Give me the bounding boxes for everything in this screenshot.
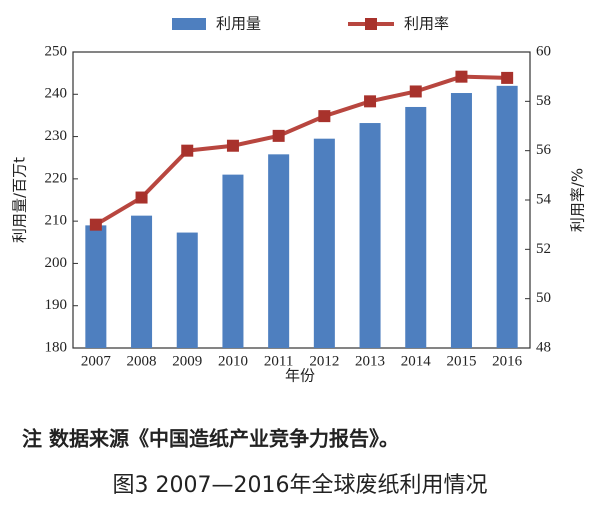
y-tick-label: 180 — [45, 339, 68, 355]
legend-swatch — [172, 18, 206, 30]
marker — [455, 70, 468, 83]
y2-tick-label: 52 — [536, 241, 551, 257]
marker — [181, 144, 194, 157]
bar — [313, 138, 335, 348]
legend-swatch — [365, 18, 377, 30]
x-tick-label: 2014 — [401, 353, 432, 369]
bar — [405, 106, 427, 348]
bar — [450, 93, 472, 348]
x-tick-label: 2010 — [218, 353, 248, 369]
y-tick-label: 220 — [45, 170, 68, 186]
y-tick-label: 190 — [45, 297, 68, 313]
x-tick-label: 2009 — [172, 353, 202, 369]
marker — [135, 191, 148, 204]
marker — [501, 71, 514, 84]
y2-axis-label: 利用率/% — [569, 168, 587, 232]
marker — [318, 110, 331, 123]
marker — [272, 129, 285, 142]
y2-tick-label: 54 — [536, 191, 552, 207]
legend-label: 利用率 — [404, 15, 449, 33]
note: 注 数据来源《中国造纸产业竞争力报告》。 — [22, 427, 399, 451]
marker — [226, 139, 239, 152]
y2-tick-label: 60 — [536, 43, 551, 59]
bar — [268, 154, 290, 348]
marker — [409, 85, 422, 98]
x-axis-label: 年份 — [285, 367, 315, 385]
x-tick-label: 2015 — [446, 353, 476, 369]
bar — [222, 174, 244, 348]
caption: 图3 2007—2016年全球废纸利用情况 — [113, 473, 488, 498]
bar — [131, 215, 153, 348]
x-tick-label: 2008 — [127, 353, 157, 369]
y-axis-label: 利用量/百万t — [11, 157, 29, 243]
bar — [85, 225, 107, 348]
legend-label: 利用量 — [216, 15, 261, 33]
x-tick-label: 2016 — [492, 353, 523, 369]
bar — [359, 123, 381, 348]
y-tick-label: 200 — [45, 255, 68, 271]
line — [94, 74, 508, 227]
y2-tick-label: 56 — [536, 142, 552, 158]
bar — [176, 232, 198, 348]
y-tick-label: 230 — [45, 128, 68, 144]
y-tick-label: 250 — [45, 43, 68, 59]
y-tick-label: 210 — [45, 213, 68, 229]
marker — [364, 95, 377, 108]
x-tick-label: 2012 — [309, 353, 339, 369]
marker — [89, 218, 102, 231]
y2-tick-label: 58 — [536, 93, 551, 109]
y2-tick-label: 50 — [536, 290, 551, 306]
bar — [496, 85, 518, 348]
x-tick-label: 2011 — [264, 353, 293, 369]
x-tick-label: 2007 — [81, 353, 112, 369]
y2-tick-label: 48 — [536, 339, 551, 355]
x-tick-label: 2013 — [355, 353, 385, 369]
y-tick-label: 240 — [45, 86, 68, 102]
